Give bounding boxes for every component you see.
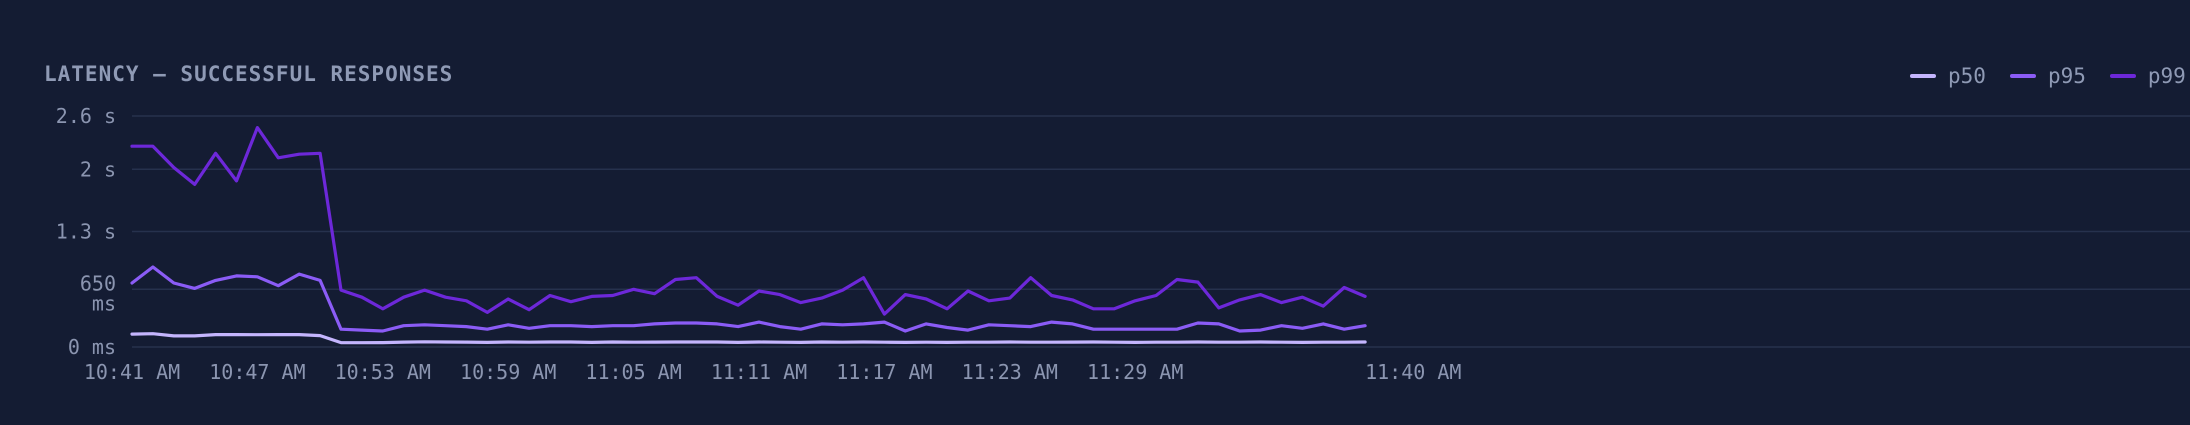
legend-label-p95: p95	[2047, 64, 2086, 88]
x-tick-label: 11:40 AM	[1365, 360, 1461, 384]
x-tick-label: 10:41 AM	[84, 360, 180, 384]
series-line-p99	[130, 125, 1367, 316]
x-tick-label: 11:23 AM	[962, 360, 1058, 384]
y-tick-label: 650 ms	[80, 271, 116, 315]
y-tick-label: 2.6 s	[56, 104, 116, 128]
legend-label-p99: p99	[2147, 64, 2186, 88]
y-tick-label: 0 ms	[68, 335, 116, 359]
x-tick-label: 11:17 AM	[836, 360, 932, 384]
y-tick-label: 2 s	[80, 157, 116, 181]
x-tick-label: 11:11 AM	[711, 360, 807, 384]
legend-swatch-p99	[2109, 74, 2136, 78]
series-line-p95	[130, 265, 1367, 333]
legend-item-p50[interactable]: p50	[1910, 64, 1986, 88]
x-tick-label: 10:59 AM	[460, 360, 556, 384]
legend-swatch-p50	[1910, 74, 1936, 78]
x-tick-label: 10:53 AM	[335, 360, 431, 384]
chart-title: LATENCY — SUCCESSFUL RESPONSES	[44, 62, 454, 86]
legend-swatch-p95	[2009, 74, 2036, 78]
series-line-p50	[130, 332, 1367, 345]
legend-item-p95[interactable]: p95	[2009, 64, 2086, 88]
y-tick-label: 1.3 s	[56, 220, 116, 244]
x-tick-label: 11:29 AM	[1087, 360, 1183, 384]
x-tick-label: 11:05 AM	[585, 360, 681, 384]
x-tick-label: 10:47 AM	[209, 360, 305, 384]
chart-legend: p50 p95 p99	[1910, 64, 2190, 88]
legend-item-p99[interactable]: p99	[2109, 64, 2186, 88]
legend-label-p50: p50	[1948, 64, 1986, 88]
